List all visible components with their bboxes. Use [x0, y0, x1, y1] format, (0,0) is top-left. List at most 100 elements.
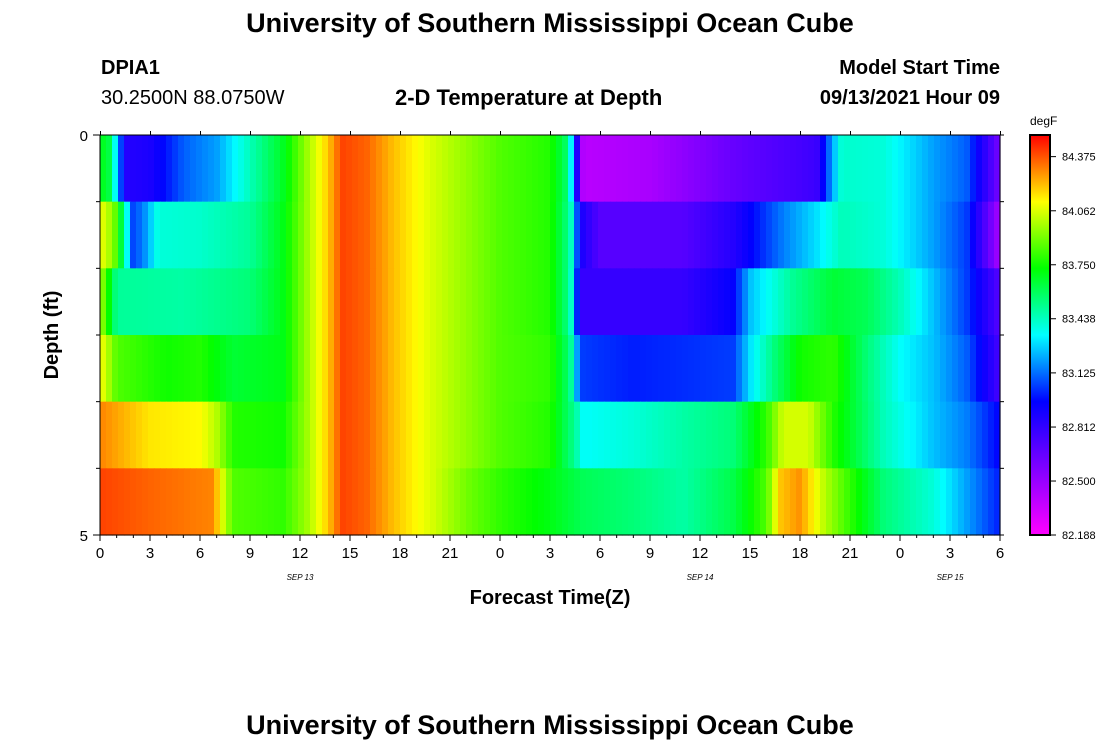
heatmap-cell [892, 335, 899, 403]
heatmap-cell [772, 135, 779, 203]
heatmap-cell [208, 268, 215, 336]
heatmap-cell [616, 201, 623, 269]
heatmap-cell [712, 401, 719, 469]
date-label: SEP 13 [287, 573, 314, 582]
heatmap-cell [988, 268, 995, 336]
heatmap-cell [538, 201, 545, 269]
heatmap-cell [352, 201, 359, 269]
heatmap-cell [874, 401, 881, 469]
heatmap-cell [118, 468, 125, 536]
x-tick-label: 9 [646, 545, 654, 562]
heatmap-cell [658, 268, 665, 336]
heatmap-cell [568, 335, 575, 403]
heatmap-cell [490, 335, 497, 403]
heatmap-cell [844, 268, 851, 336]
x-tick-label: 15 [342, 545, 359, 562]
heatmap-cell [214, 335, 221, 403]
heatmap-cell [142, 268, 149, 336]
heatmap-cell [238, 268, 245, 336]
heatmap-cell [460, 268, 467, 336]
heatmap-cell [532, 468, 539, 536]
heatmap-cell [652, 201, 659, 269]
heatmap-cell [478, 201, 485, 269]
heatmap-cell [472, 468, 479, 536]
heatmap-cell [202, 268, 209, 336]
heatmap-cell [388, 401, 395, 469]
heatmap-cell [934, 335, 941, 403]
heatmap-cell [910, 401, 917, 469]
heatmap-cell [340, 335, 347, 403]
heatmap-cell [952, 468, 959, 536]
heatmap-cell [418, 268, 425, 336]
heatmap-cell [976, 468, 983, 536]
heatmap-cell [934, 401, 941, 469]
heatmap-cell [826, 335, 833, 403]
heatmap-cell [850, 401, 857, 469]
heatmap-cell [322, 201, 329, 269]
heatmap-cell [112, 401, 119, 469]
heatmap-cell [316, 268, 323, 336]
heatmap-cell [556, 335, 563, 403]
heatmap-cell [274, 201, 281, 269]
heatmap-cell [964, 135, 971, 203]
heatmap-cell [784, 335, 791, 403]
heatmap-cell [106, 468, 113, 536]
heatmap-cell [700, 468, 707, 536]
heatmap-cell [136, 401, 143, 469]
heatmap-cell [760, 335, 767, 403]
heatmap-cell [412, 335, 419, 403]
heatmap-cell [598, 468, 605, 536]
heatmap-cell [160, 401, 167, 469]
heatmap-cell [418, 401, 425, 469]
heatmap-cell [916, 335, 923, 403]
heatmap-cell [886, 201, 893, 269]
heatmap-cell [694, 401, 701, 469]
heatmap-cell [106, 335, 113, 403]
x-tick-label: 18 [392, 545, 409, 562]
heatmap-cell [892, 401, 899, 469]
heatmap-cell [112, 335, 119, 403]
heatmap-cell [364, 201, 371, 269]
heatmap-cell [826, 135, 833, 203]
heatmap-cell [370, 135, 377, 203]
heatmap-cell [988, 468, 995, 536]
heatmap-cell [460, 135, 467, 203]
heatmap-cell [508, 401, 515, 469]
heatmap-cell [826, 468, 833, 536]
heatmap-cell [304, 201, 311, 269]
heatmap-cell [658, 401, 665, 469]
heatmap-cell [730, 468, 737, 536]
heatmap-cell [184, 268, 191, 336]
heatmap-cell [220, 401, 227, 469]
heatmap-cell [400, 268, 407, 336]
heatmap-cell [634, 335, 641, 403]
heatmap-cell [886, 335, 893, 403]
colorbar-tick-label: 83.125 [1062, 368, 1096, 380]
heatmap-cell [772, 268, 779, 336]
heatmap-cell [994, 201, 1001, 269]
heatmap-cell [430, 335, 437, 403]
heatmap-cell [334, 335, 341, 403]
heatmap-cell [808, 135, 815, 203]
colorbar-tick-label: 83.750 [1062, 260, 1096, 272]
heatmap-cell [832, 201, 839, 269]
heatmap-cell [136, 335, 143, 403]
heatmap-cell [562, 201, 569, 269]
heatmap-cell [388, 468, 395, 536]
heatmap-cell [754, 268, 761, 336]
heatmap-cell [694, 135, 701, 203]
heatmap-cell [502, 468, 509, 536]
heatmap-cell [346, 201, 353, 269]
heatmap-cell [862, 335, 869, 403]
heatmap-cell [664, 335, 671, 403]
heatmap-cell [388, 135, 395, 203]
heatmap-cell [178, 268, 185, 336]
heatmap-cell [952, 335, 959, 403]
heatmap-cell [406, 335, 413, 403]
heatmap-cell [712, 268, 719, 336]
heatmap-cell [472, 268, 479, 336]
heatmap-cell [226, 468, 233, 536]
heatmap-cell [808, 468, 815, 536]
heatmap-cell [370, 335, 377, 403]
heatmap-cell [796, 268, 803, 336]
